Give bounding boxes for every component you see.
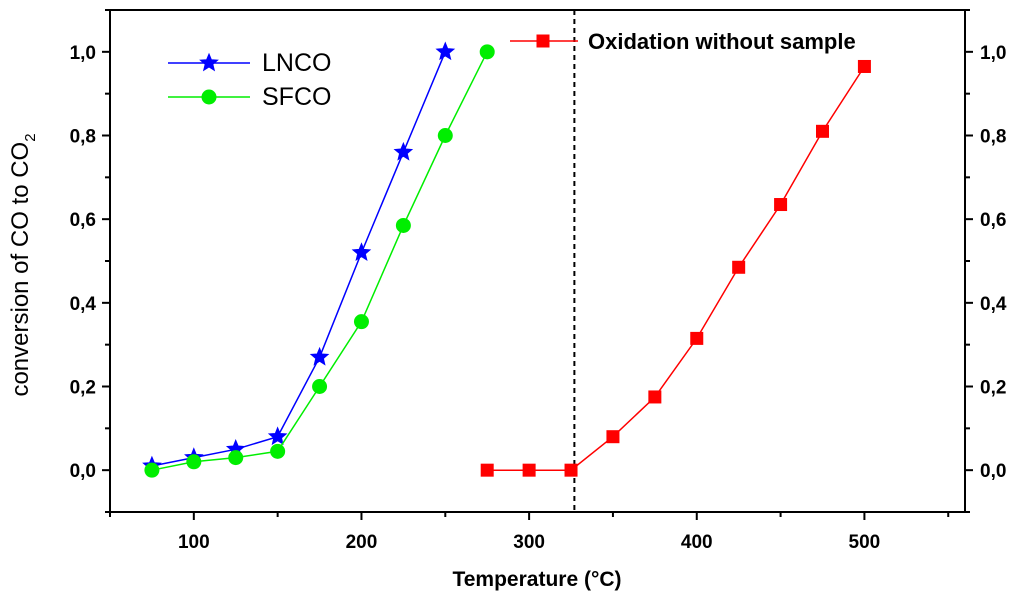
x-axis-title: Temperature (°C) <box>452 568 621 591</box>
data-point <box>353 314 369 330</box>
y-tick-label-right: 0,4 <box>980 294 1007 315</box>
x-tick-label: 400 <box>681 532 713 553</box>
y-tick-label-left: 0,4 <box>70 294 97 315</box>
data-point <box>267 426 288 446</box>
y-tick-label-left: 0,0 <box>70 461 96 482</box>
data-point <box>606 430 620 444</box>
legend-label: Oxidation without sample <box>588 29 856 54</box>
data-point <box>648 390 662 404</box>
data-point <box>857 59 871 73</box>
legend-item-oxidation-without-sample: Oxidation without sample <box>510 29 856 54</box>
data-point <box>732 260 746 274</box>
y-axis-title: conversion of CO to CO2 <box>7 133 39 396</box>
data-point <box>816 124 829 138</box>
y-tick-label-left: 0,2 <box>70 378 96 399</box>
legend-marker <box>201 89 217 105</box>
legend: LNCO SFCO Oxidation without sample <box>168 29 856 111</box>
y-axis-title-subscript: 2 <box>22 133 39 141</box>
legend-item-sfco: SFCO <box>168 83 331 111</box>
legend-marker <box>536 34 550 48</box>
series-line <box>151 51 488 471</box>
data-point <box>690 331 704 345</box>
series-line <box>487 66 866 471</box>
x-tick-label: 100 <box>178 532 210 553</box>
data-point <box>144 462 160 478</box>
ticks-layer: 100 200 300 400 500 0,0 0,0 0,2 0,2 0,4 0,4 0,6 0,6 0… <box>70 9 1007 553</box>
data-point <box>351 242 372 261</box>
data-point <box>393 141 414 161</box>
x-tick-label: 500 <box>849 532 881 553</box>
legend-label: LNCO <box>262 49 331 77</box>
legend-label: SFCO <box>262 83 331 111</box>
legend-marker <box>199 52 219 72</box>
data-point <box>270 443 286 459</box>
data-point <box>395 217 411 233</box>
y-axis-title-main: conversion of CO to CO <box>7 142 34 397</box>
legend-item-lnco: LNCO <box>168 49 331 77</box>
y-tick-label-right: 0,0 <box>980 461 1006 482</box>
y-axis-title-group: conversion of CO to CO2 <box>7 133 39 396</box>
data-point <box>564 463 578 477</box>
axes-layer <box>109 9 966 513</box>
data-point <box>312 379 328 394</box>
data-point <box>437 128 453 143</box>
data-point <box>228 450 244 466</box>
data-point <box>435 41 456 61</box>
series-sfco <box>144 44 495 478</box>
data-point <box>479 44 495 60</box>
y-tick-label-right: 1,0 <box>980 43 1006 64</box>
y-tick-label-right: 0,8 <box>980 127 1006 148</box>
y-tick-label-right: 0,2 <box>980 378 1006 399</box>
series-layer <box>142 41 871 478</box>
data-point <box>774 198 788 212</box>
y-tick-label-left: 1,0 <box>70 43 96 64</box>
series-oxidation-without-sample <box>480 59 871 477</box>
x-tick-label: 300 <box>513 532 545 553</box>
data-point <box>186 454 202 470</box>
y-tick-label-left: 0,6 <box>70 210 96 231</box>
series-line <box>151 51 446 467</box>
series-lnco <box>142 41 456 475</box>
plot-frame <box>109 9 966 513</box>
data-point <box>480 463 494 477</box>
y-tick-label-left: 0,8 <box>70 127 96 148</box>
x-tick-label: 200 <box>346 532 378 553</box>
y-tick-label-right: 0,6 <box>980 210 1006 231</box>
data-point <box>522 463 536 477</box>
data-point <box>309 346 330 366</box>
